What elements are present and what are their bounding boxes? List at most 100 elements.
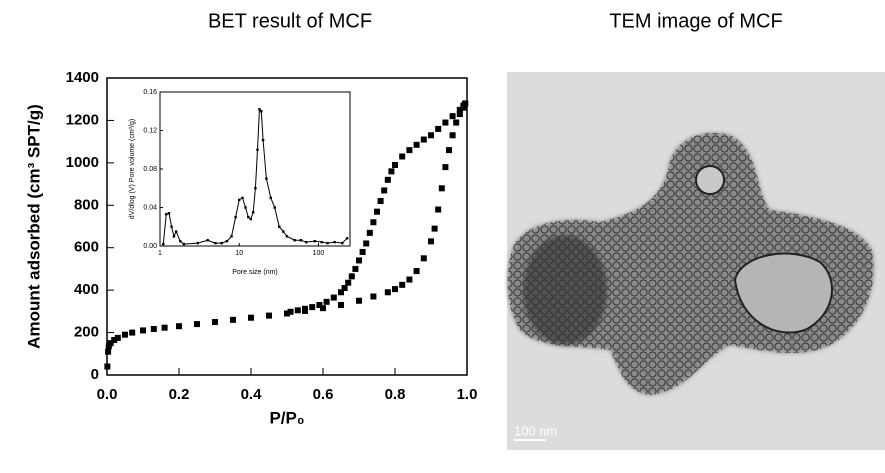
y-axis-label: Amount adsorbed (cm³ SPT/g) — [24, 104, 43, 349]
marker — [438, 185, 445, 192]
marker — [370, 293, 377, 300]
marker — [234, 215, 237, 219]
marker — [150, 325, 157, 332]
marker — [449, 132, 456, 139]
x-tick-label: 10 — [235, 250, 243, 257]
y-tick-label: 1000 — [66, 154, 99, 171]
marker — [105, 343, 112, 350]
marker — [428, 238, 434, 245]
marker — [107, 340, 114, 347]
marker — [320, 305, 326, 312]
marker — [384, 289, 391, 296]
marker — [431, 225, 438, 232]
y-tick-label: 400 — [74, 281, 99, 298]
marker — [352, 265, 359, 272]
marker — [449, 113, 456, 120]
marker — [392, 161, 398, 168]
marker — [182, 242, 186, 246]
marker — [326, 241, 329, 245]
marker — [256, 148, 259, 151]
marker — [377, 198, 384, 205]
marker — [206, 239, 209, 242]
y-tick-label: 0.00 — [143, 243, 157, 250]
marker — [244, 206, 247, 209]
marker — [370, 219, 377, 226]
marker — [435, 206, 442, 213]
marker — [413, 268, 420, 275]
marker — [345, 279, 352, 286]
marker — [165, 213, 168, 216]
marker — [220, 241, 223, 245]
image-title: TEM image of MCF — [609, 10, 782, 32]
marker — [249, 217, 253, 221]
marker — [278, 225, 281, 228]
marker — [172, 235, 176, 238]
marker — [269, 196, 272, 200]
marker — [161, 324, 168, 331]
y-tick-label: 1200 — [66, 111, 99, 128]
marker — [225, 239, 229, 243]
marker — [392, 286, 398, 293]
marker — [330, 294, 337, 301]
x-tick-label: 100 — [313, 250, 325, 257]
marker — [265, 177, 268, 180]
marker — [122, 331, 128, 338]
plot-frame — [159, 91, 351, 247]
marker — [366, 229, 373, 236]
y-tick-label: 200 — [74, 324, 99, 341]
marker — [348, 273, 355, 280]
marker — [114, 334, 121, 341]
marker — [238, 198, 241, 201]
marker — [363, 240, 370, 247]
y-tick-label: 0 — [91, 366, 99, 383]
marker — [338, 289, 344, 296]
marker — [304, 240, 308, 244]
marker — [266, 312, 272, 319]
marker — [294, 307, 301, 314]
x-tick-label: 0.6 — [313, 386, 334, 403]
marker — [356, 257, 362, 264]
marker — [261, 138, 265, 142]
marker — [104, 363, 111, 370]
marker — [282, 230, 285, 233]
hollow-shell — [733, 252, 833, 334]
marker — [442, 164, 449, 171]
marker — [293, 239, 296, 242]
x-axis-label: P/P₀ — [269, 408, 304, 427]
marker — [140, 327, 146, 334]
marker — [456, 111, 463, 118]
x-axis-label: Pore size (nm) — [232, 269, 278, 276]
y-axis-label: dV/dlog (V) Pore volume (cm³/g) — [129, 119, 136, 219]
line — [162, 108, 348, 245]
marker — [456, 106, 463, 113]
marker — [333, 240, 336, 244]
marker — [299, 239, 303, 242]
x-tick-label: 1 — [158, 250, 162, 257]
marker — [230, 316, 236, 323]
x-tick-label: 0.2 — [169, 386, 190, 403]
dense-region — [523, 235, 607, 345]
marker — [285, 235, 289, 238]
y-tick-label: 1400 — [66, 69, 99, 86]
marker — [129, 329, 136, 336]
marker — [313, 239, 317, 243]
marker — [105, 348, 112, 355]
marker — [248, 314, 254, 321]
marker — [388, 168, 395, 175]
marker — [359, 248, 366, 255]
marker — [453, 119, 460, 126]
marker — [179, 239, 182, 243]
tem-panel: TEM image of MCF 100 nm — [507, 10, 885, 450]
scale-bar-label: 100 nm — [514, 423, 557, 438]
marker — [162, 242, 165, 246]
marker — [341, 285, 348, 292]
marker — [214, 241, 217, 245]
marker — [446, 147, 452, 154]
y-tick-label: 0.08 — [143, 166, 157, 173]
marker — [254, 187, 257, 190]
y-tick-label: 0.16 — [143, 89, 157, 96]
marker — [356, 297, 362, 304]
marker — [406, 147, 413, 154]
marker — [309, 304, 316, 311]
